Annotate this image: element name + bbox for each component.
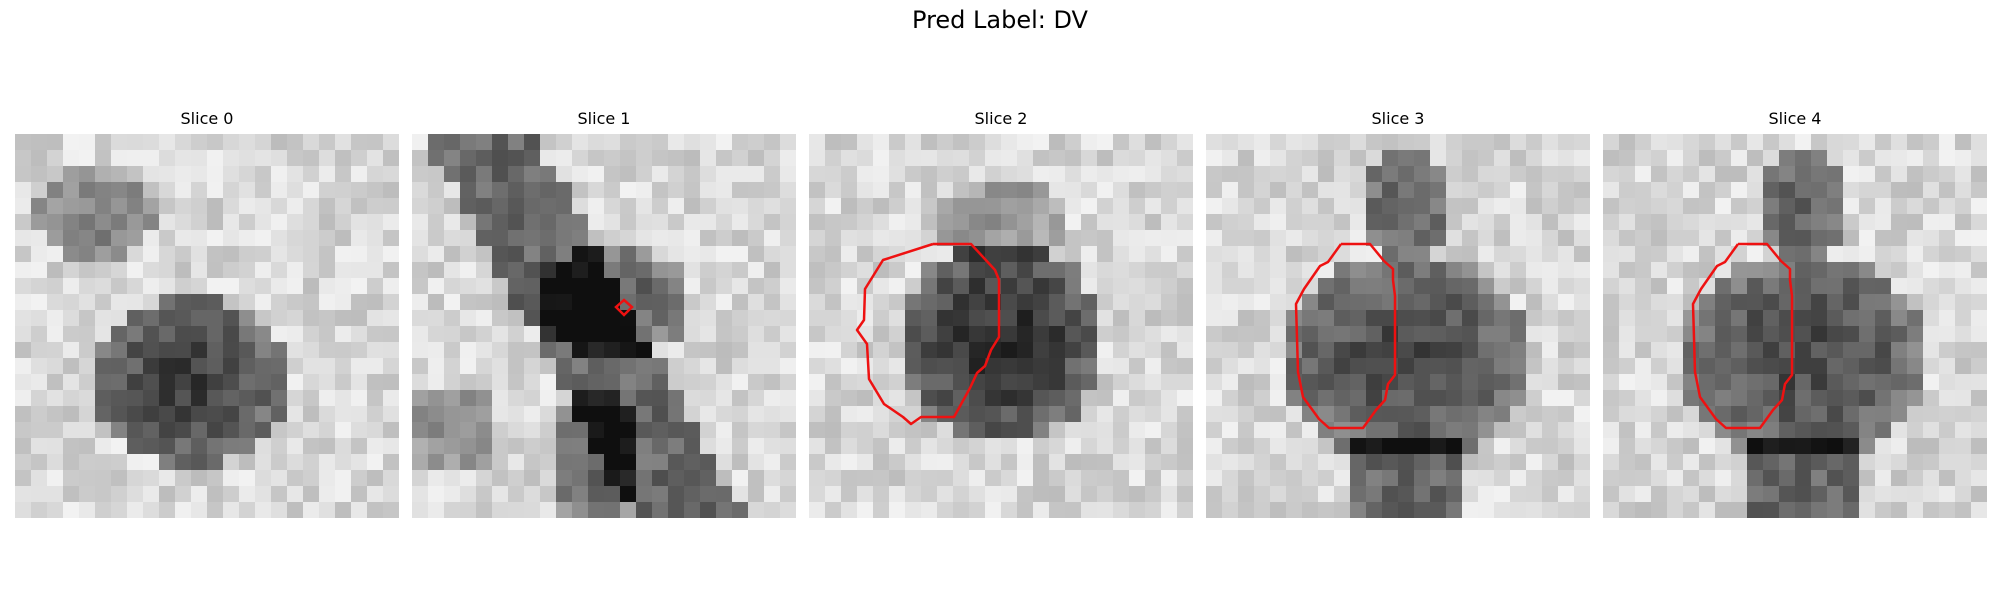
segmentation-contour bbox=[614, 298, 634, 317]
segmentation-contour bbox=[1294, 242, 1397, 430]
slice-title-4: Slice 4 bbox=[1768, 109, 1822, 128]
slice-title-3: Slice 3 bbox=[1371, 109, 1425, 128]
slice-image-3 bbox=[1206, 134, 1590, 518]
slice-image-0 bbox=[15, 134, 399, 518]
segmentation-contour bbox=[855, 242, 1001, 426]
slice-image-1 bbox=[412, 134, 796, 518]
slice-panel-0: Slice 0 bbox=[15, 108, 399, 518]
slice-image-4 bbox=[1603, 134, 1987, 518]
slice-pixels-3 bbox=[1206, 134, 1590, 518]
slice-title-0: Slice 0 bbox=[180, 109, 234, 128]
segmentation-contour bbox=[1691, 242, 1794, 430]
slice-panel-4: Slice 4 bbox=[1603, 108, 1987, 518]
slice-pixels-4 bbox=[1603, 134, 1987, 518]
slice-pixels-0 bbox=[15, 134, 399, 518]
slice-panel-1: Slice 1 bbox=[412, 108, 796, 518]
slice-title-1: Slice 1 bbox=[577, 109, 631, 128]
slice-panel-3: Slice 3 bbox=[1206, 108, 1590, 518]
slice-image-2 bbox=[809, 134, 1193, 518]
slice-panel-2: Slice 2 bbox=[809, 108, 1193, 518]
slice-title-2: Slice 2 bbox=[974, 109, 1028, 128]
slice-pixels-1 bbox=[412, 134, 796, 518]
slice-pixels-2 bbox=[809, 134, 1193, 518]
figure-title: Pred Label: DV bbox=[912, 6, 1088, 34]
